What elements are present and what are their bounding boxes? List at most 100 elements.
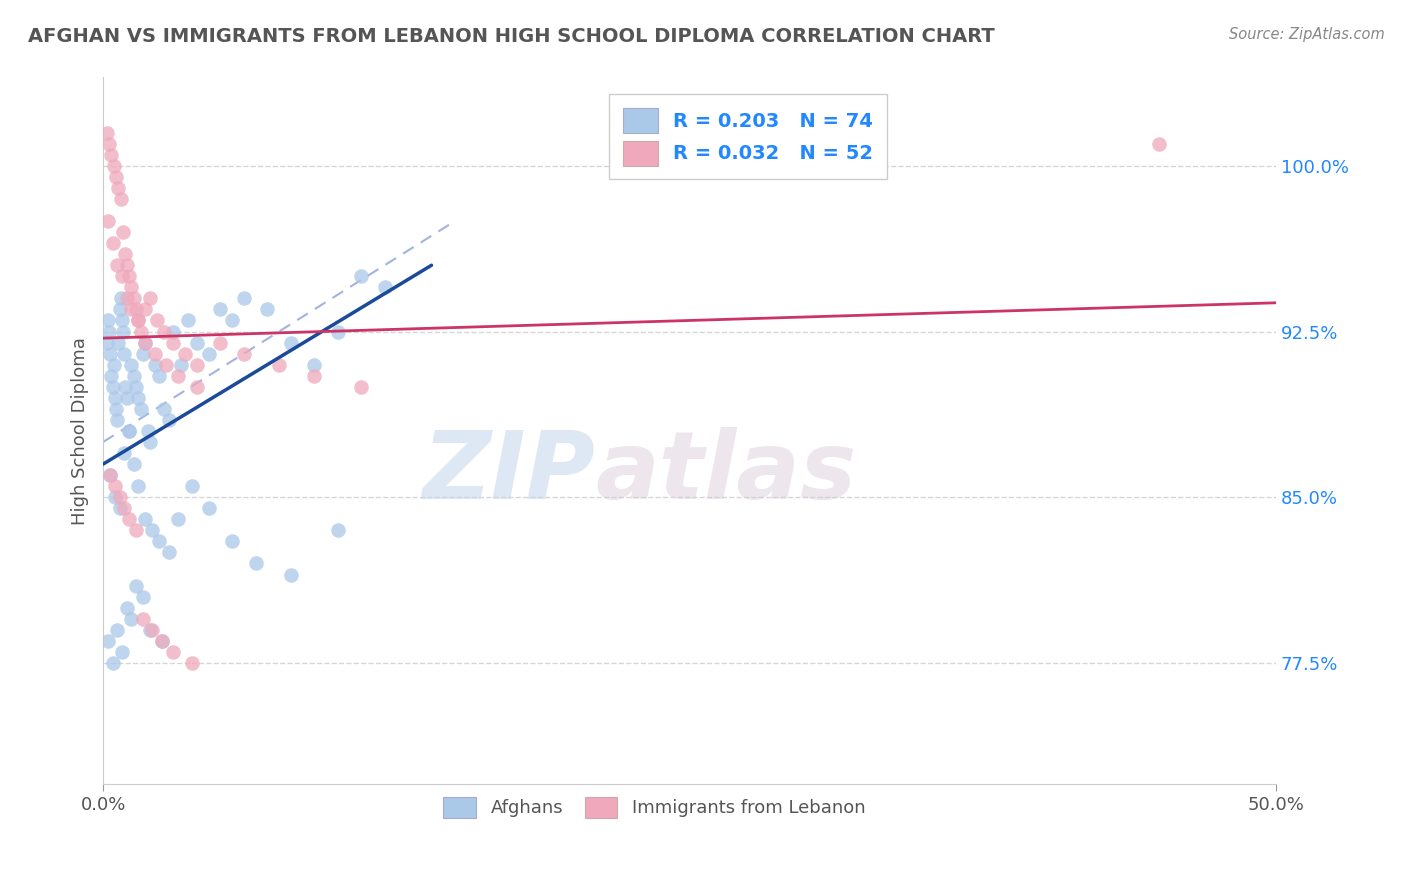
- Point: [141, 623, 163, 637]
- Point: [209, 335, 232, 350]
- Point: [120, 302, 142, 317]
- Point: [107, 335, 129, 350]
- Point: [115, 292, 138, 306]
- Point: [256, 302, 278, 317]
- Point: [169, 358, 191, 372]
- Point: [221, 534, 243, 549]
- Point: [267, 358, 290, 372]
- Point: [111, 313, 134, 327]
- Point: [108, 490, 131, 504]
- Point: [186, 380, 208, 394]
- Point: [232, 346, 254, 360]
- Point: [112, 225, 135, 239]
- Point: [139, 623, 162, 637]
- Text: ZIP: ZIP: [423, 427, 596, 519]
- Point: [125, 524, 148, 538]
- Point: [232, 292, 254, 306]
- Point: [374, 280, 396, 294]
- Point: [104, 391, 127, 405]
- Point: [122, 292, 145, 306]
- Point: [146, 313, 169, 327]
- Point: [96, 335, 118, 350]
- Point: [280, 335, 302, 350]
- Point: [326, 524, 349, 538]
- Point: [111, 269, 134, 284]
- Point: [176, 313, 198, 327]
- Point: [101, 236, 124, 251]
- Point: [132, 612, 155, 626]
- Point: [115, 391, 138, 405]
- Point: [98, 136, 121, 151]
- Point: [103, 159, 125, 173]
- Point: [186, 335, 208, 350]
- Point: [97, 633, 120, 648]
- Point: [132, 346, 155, 360]
- Point: [136, 424, 159, 438]
- Point: [101, 380, 124, 394]
- Point: [209, 302, 232, 317]
- Point: [148, 368, 170, 383]
- Point: [108, 302, 131, 317]
- Point: [114, 247, 136, 261]
- Point: [153, 401, 176, 416]
- Point: [134, 335, 156, 350]
- Point: [155, 358, 177, 372]
- Point: [221, 313, 243, 327]
- Point: [127, 313, 149, 327]
- Point: [167, 512, 190, 526]
- Point: [181, 479, 204, 493]
- Point: [174, 346, 197, 360]
- Point: [114, 380, 136, 394]
- Point: [153, 325, 176, 339]
- Point: [127, 479, 149, 493]
- Point: [162, 335, 184, 350]
- Point: [120, 358, 142, 372]
- Point: [157, 545, 180, 559]
- Point: [108, 501, 131, 516]
- Point: [157, 413, 180, 427]
- Point: [118, 512, 141, 526]
- Point: [127, 391, 149, 405]
- Point: [96, 126, 118, 140]
- Point: [132, 590, 155, 604]
- Point: [105, 413, 128, 427]
- Point: [127, 313, 149, 327]
- Point: [118, 424, 141, 438]
- Legend: Afghans, Immigrants from Lebanon: Afghans, Immigrants from Lebanon: [436, 789, 873, 825]
- Point: [143, 346, 166, 360]
- Point: [120, 612, 142, 626]
- Point: [105, 258, 128, 272]
- Point: [101, 656, 124, 670]
- Point: [134, 335, 156, 350]
- Text: AFGHAN VS IMMIGRANTS FROM LEBANON HIGH SCHOOL DIPLOMA CORRELATION CHART: AFGHAN VS IMMIGRANTS FROM LEBANON HIGH S…: [28, 27, 995, 45]
- Point: [134, 302, 156, 317]
- Point: [125, 578, 148, 592]
- Point: [104, 479, 127, 493]
- Point: [98, 325, 121, 339]
- Point: [197, 346, 219, 360]
- Point: [118, 424, 141, 438]
- Point: [115, 258, 138, 272]
- Point: [326, 325, 349, 339]
- Point: [302, 358, 325, 372]
- Point: [105, 623, 128, 637]
- Point: [100, 368, 122, 383]
- Point: [125, 380, 148, 394]
- Point: [129, 325, 152, 339]
- Point: [302, 368, 325, 383]
- Point: [197, 501, 219, 516]
- Point: [110, 292, 132, 306]
- Point: [104, 490, 127, 504]
- Point: [350, 269, 373, 284]
- Point: [122, 457, 145, 471]
- Point: [98, 468, 121, 483]
- Point: [186, 358, 208, 372]
- Text: Source: ZipAtlas.com: Source: ZipAtlas.com: [1229, 27, 1385, 42]
- Point: [245, 557, 267, 571]
- Point: [148, 534, 170, 549]
- Point: [350, 380, 373, 394]
- Text: atlas: atlas: [596, 427, 858, 519]
- Point: [112, 446, 135, 460]
- Point: [115, 600, 138, 615]
- Point: [122, 368, 145, 383]
